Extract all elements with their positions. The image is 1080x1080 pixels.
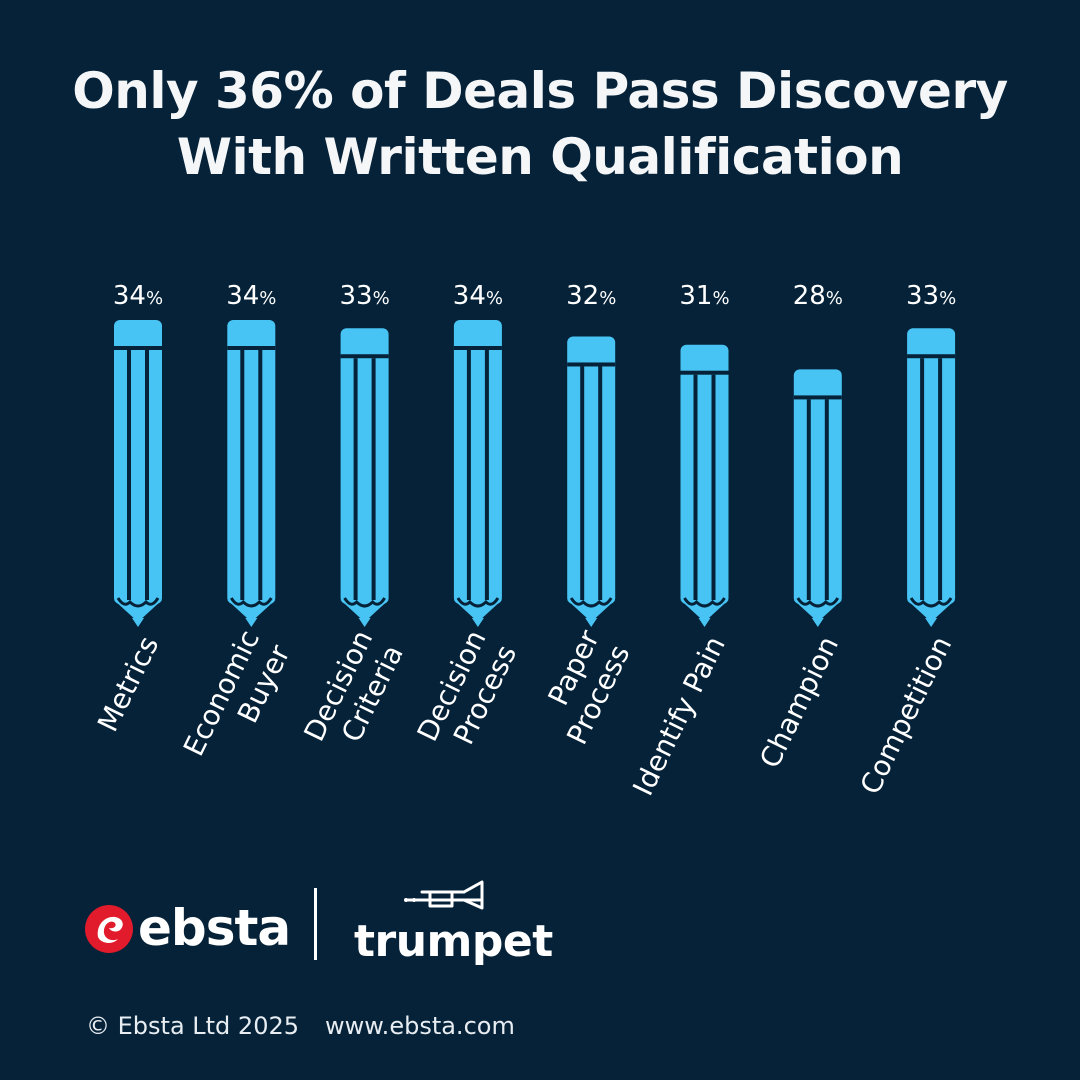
pencil-body xyxy=(227,320,276,604)
pencil-groove xyxy=(693,374,698,600)
pencil-bar xyxy=(907,328,956,627)
category-label: Champion xyxy=(753,631,845,773)
value-label: 34% xyxy=(226,281,276,311)
pencil-shaving-edge xyxy=(683,597,726,608)
pencil-ferrule-line xyxy=(114,346,162,350)
pencil-lead xyxy=(132,618,144,627)
title-line-1: Only 36% of Deals Pass Discovery xyxy=(72,62,1008,120)
pencil-groove xyxy=(353,358,358,600)
pencil-shaving-edge xyxy=(343,597,386,608)
footer: © Ebsta Ltd 2025 www.ebsta.com xyxy=(86,1008,515,1044)
ebsta-wordmark: ebsta xyxy=(138,899,291,957)
pencil-lead xyxy=(358,618,371,627)
pencil-ferrule-line xyxy=(340,354,389,359)
pencil-lead xyxy=(471,618,484,627)
value-label: 31% xyxy=(679,281,729,311)
pencil-groove xyxy=(371,358,376,600)
pencil-groove xyxy=(598,366,603,600)
pencil-lead xyxy=(811,618,824,627)
pencil-groove xyxy=(938,358,943,600)
category-label: DecisionProcess xyxy=(411,625,523,762)
pencil-shaving-edge xyxy=(230,597,273,608)
pencil-body xyxy=(340,328,389,604)
pencil-body xyxy=(680,344,729,604)
website-link[interactable]: www.ebsta.com xyxy=(325,1012,515,1040)
value-label: 34% xyxy=(113,281,163,311)
copyright-text: © Ebsta Ltd 2025 xyxy=(86,1012,299,1040)
pencil-body xyxy=(114,320,162,604)
value-label: 28% xyxy=(793,281,843,311)
pencil-lead xyxy=(245,618,258,627)
pencil-lead xyxy=(585,618,598,627)
trumpet-wordmark: trumpet xyxy=(354,916,553,967)
pencil-groove xyxy=(711,374,716,600)
pencil-groove xyxy=(920,358,925,600)
value-label: 33% xyxy=(339,281,389,311)
pencil-body xyxy=(453,320,502,604)
pencil-shaving-edge xyxy=(116,597,160,608)
pencil-bar xyxy=(340,328,389,627)
pencil-shaving-edge xyxy=(569,597,613,608)
pencil-groove xyxy=(580,366,585,600)
value-label: 34% xyxy=(453,281,503,311)
pencil-groove xyxy=(127,350,131,600)
brand-divider xyxy=(314,888,317,960)
pencil-shaving-edge xyxy=(796,597,840,608)
pencil-body xyxy=(567,336,616,604)
pencil-lead xyxy=(925,618,938,627)
pencil-bar xyxy=(114,320,162,627)
pencil-shaving-edge xyxy=(909,597,953,608)
ebsta-logo-icon xyxy=(85,905,133,953)
pencil-ferrule-line xyxy=(453,346,502,350)
category-label: Identify Pain xyxy=(626,631,731,801)
pencil-ferrule-line xyxy=(907,354,956,359)
category-label: PaperProcess xyxy=(530,624,637,749)
pencil-bar xyxy=(680,344,729,627)
brand-logos: ebsta trumpet xyxy=(84,880,584,980)
pencil-ferrule-line xyxy=(567,362,616,367)
pencil-groove xyxy=(806,399,811,600)
pencil-groove xyxy=(258,350,263,600)
pencil-groove xyxy=(824,399,829,600)
pencil-shaving-edge xyxy=(456,597,500,608)
pencil-bar xyxy=(453,320,502,627)
pencil-ferrule-line xyxy=(680,370,729,375)
pencil-body xyxy=(907,328,956,604)
title-line-2: With Written Qualification xyxy=(176,128,904,186)
pencil-groove xyxy=(145,350,149,600)
pencil-ferrule-line xyxy=(793,395,842,400)
category-label: EconomicBuyer xyxy=(177,624,297,776)
value-label: 33% xyxy=(906,281,956,311)
pencil-bar-chart: 34% Metrics 34% EconomicBuyer 33% DecisionCri… xyxy=(91,281,959,801)
category-label: Competition xyxy=(854,631,959,799)
pencil-groove xyxy=(240,350,245,600)
pencil-bar xyxy=(567,336,616,627)
value-label: 32% xyxy=(566,281,616,311)
trumpet-logo-icon xyxy=(404,880,484,910)
page-title: Only 36% of Deals Pass Discovery With Wr… xyxy=(0,58,1080,190)
category-label: DecisionCriteria xyxy=(297,625,409,762)
pencil-groove xyxy=(466,350,471,600)
pencil-bar xyxy=(793,369,842,627)
pencil-body xyxy=(793,369,842,604)
pencil-groove xyxy=(484,350,489,600)
pencil-bar xyxy=(227,320,276,627)
pencil-ferrule-line xyxy=(227,346,276,350)
category-label: Metrics xyxy=(91,631,165,737)
pencil-lead xyxy=(698,618,711,627)
